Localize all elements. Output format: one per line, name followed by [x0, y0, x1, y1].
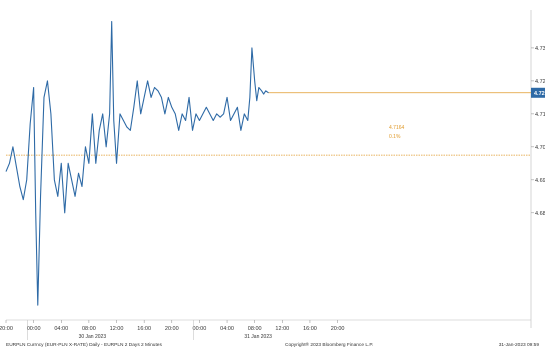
x-tick-label: 20:00	[0, 326, 13, 332]
x-tick-label: 20:00	[165, 326, 179, 332]
x-axis: 20:00 00:00 04:00 08:00 12:00 16:00 20:00 00:00…	[0, 320, 344, 340]
last-value-tag	[531, 87, 545, 98]
date-label: 31 Jan 2023	[244, 334, 272, 340]
last-value-tag-label: 4.72	[534, 91, 545, 97]
x-tick-label: 20:00	[331, 326, 345, 332]
label-change: 0.1%	[389, 134, 401, 140]
date-label: 30 Jan 2023	[79, 334, 107, 340]
footer-right: 31-Jan-2023 09:59	[499, 342, 540, 348]
x-tick-label: 04:00	[54, 326, 68, 332]
series-line-0	[5, 20, 269, 306]
x-tick-label: 00:00	[27, 326, 41, 332]
footer: EURPLN Currncy (EUR-PLN X-RATE) Daily - …	[6, 341, 539, 348]
x-tick-label: 08:00	[248, 326, 262, 332]
y-tick-label: 4.68	[535, 211, 545, 217]
x-tick-label: 04:00	[220, 326, 234, 332]
grid-layer	[6, 10, 532, 328]
x-tick-label: 16:00	[303, 326, 317, 332]
y-tick-label: 4.69	[535, 178, 545, 184]
y-tick-label: 4.71	[535, 112, 545, 118]
series-layer	[5, 20, 269, 306]
x-tick-label: 16:00	[137, 326, 151, 332]
y-tick-label: 4.73	[535, 46, 545, 52]
x-tick-label: 00:00	[193, 326, 207, 332]
y-axis: 4.73 4.72 4.71 4.70 4.69 4.68 4.72	[531, 46, 545, 217]
annotation-layer: 4.7164 0.1%	[389, 125, 405, 140]
footer-center: Copyright® 2023 Bloomberg Finance L.P.	[285, 341, 373, 348]
x-tick-label: 12:00	[275, 326, 289, 332]
x-tick-label: 12:00	[110, 326, 124, 332]
y-tick-label: 4.72	[535, 79, 545, 85]
y-tick-label: 4.70	[535, 145, 545, 151]
reference-layer	[6, 92, 531, 156]
footer-left: EURPLN Currncy (EUR-PLN X-RATE) Daily - …	[6, 342, 162, 348]
x-tick-label: 08:00	[82, 326, 96, 332]
label-value: 4.7164	[389, 125, 405, 131]
